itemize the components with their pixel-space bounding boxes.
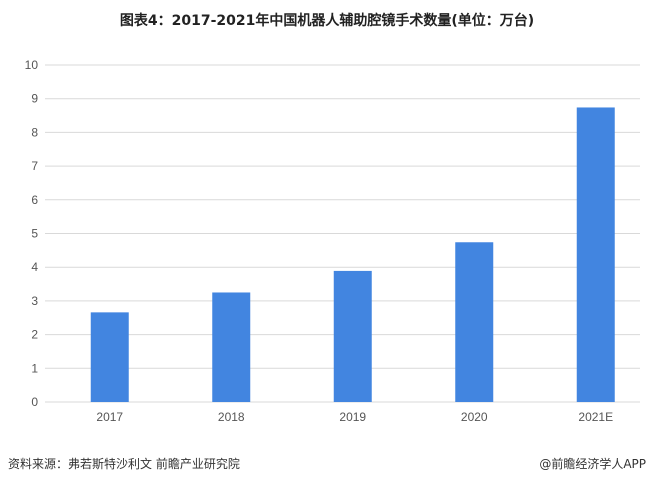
bar-2017 bbox=[90, 312, 129, 402]
bar-chart: 0 1 2 3 4 5 6 7 8 9 10 2017 2018 2019 2020 2021E bbox=[25, 58, 640, 424]
x-tick-label: 2018 bbox=[218, 410, 245, 424]
y-tick-label: 7 bbox=[31, 159, 38, 173]
bar-2019 bbox=[333, 270, 372, 402]
x-tick-label: 2017 bbox=[96, 410, 123, 424]
bar-2020 bbox=[455, 242, 494, 402]
y-tick-label: 2 bbox=[31, 328, 38, 342]
bar-2018 bbox=[212, 292, 251, 402]
y-tick-label: 1 bbox=[31, 361, 38, 375]
x-tick-label: 2020 bbox=[461, 410, 488, 424]
source-note: 资料来源：弗若斯特沙利文 前瞻产业研究院 bbox=[8, 457, 240, 471]
x-tick-label: 2021E bbox=[578, 410, 613, 424]
x-tick-label: 2019 bbox=[339, 410, 366, 424]
y-tick-label: 10 bbox=[25, 58, 39, 72]
bar-2021E bbox=[576, 107, 615, 402]
y-tick-label: 9 bbox=[31, 92, 38, 106]
y-tick-label: 5 bbox=[31, 227, 38, 241]
y-tick-label: 3 bbox=[31, 294, 38, 308]
y-tick-label: 6 bbox=[31, 193, 38, 207]
y-tick-label: 4 bbox=[31, 260, 38, 274]
credit-note: @前瞻经济学人APP bbox=[539, 457, 646, 471]
chart-title: 图表4：2017-2021年中国机器人辅助腔镜手术数量(单位：万台) bbox=[119, 13, 535, 29]
y-tick-label: 0 bbox=[31, 395, 38, 409]
y-tick-label: 8 bbox=[31, 125, 38, 139]
